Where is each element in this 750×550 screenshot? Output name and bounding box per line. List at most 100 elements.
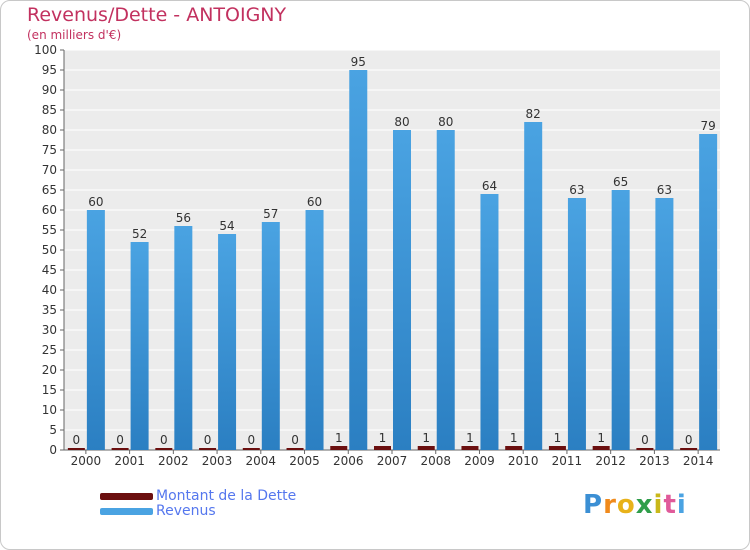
x-tick-label: 2013 xyxy=(639,454,670,468)
proxiti-logo: Proxiti xyxy=(583,490,687,520)
legend-label-revenue: Revenus xyxy=(156,503,216,519)
y-tick-label: 50 xyxy=(42,243,57,257)
revenue-bar xyxy=(218,234,237,450)
y-tick-label: 75 xyxy=(42,143,57,157)
x-tick-label: 2000 xyxy=(71,454,102,468)
debt-value-label: 0 xyxy=(116,433,124,447)
debt-value-label: 1 xyxy=(597,431,605,445)
chart-title: Revenus/Dette - ANTOIGNY xyxy=(27,4,287,26)
debt-bar xyxy=(461,446,479,450)
x-tick-label: 2003 xyxy=(202,454,233,468)
revenue-bar xyxy=(480,194,499,450)
debt-bar xyxy=(242,448,260,450)
debt-bar xyxy=(111,448,129,450)
revenue-value-label: 64 xyxy=(482,179,497,193)
revenue-value-label: 82 xyxy=(526,107,541,121)
y-tick-label: 40 xyxy=(42,283,57,297)
x-tick-label: 2004 xyxy=(246,454,277,468)
legend-label-debt: Montant de la Dette xyxy=(156,488,297,504)
y-tick-label: 65 xyxy=(42,183,57,197)
x-tick-label: 2009 xyxy=(464,454,495,468)
y-tick-label: 90 xyxy=(42,83,57,97)
y-tick-label: 80 xyxy=(42,123,57,137)
debt-bar xyxy=(680,448,698,450)
debt-bar xyxy=(286,448,304,450)
revenue-bar xyxy=(611,190,630,450)
debt-value-label: 0 xyxy=(160,433,168,447)
debt-bar xyxy=(374,446,391,450)
debt-bar xyxy=(155,448,173,450)
revenue-bar xyxy=(305,210,324,450)
debt-value-label: 1 xyxy=(422,431,430,445)
debt-bar xyxy=(199,448,217,450)
x-tick-label: 2012 xyxy=(595,454,626,468)
revenue-bar xyxy=(393,130,411,450)
logo-letter: i xyxy=(653,490,664,520)
revenue-value-label: 80 xyxy=(438,115,453,129)
revenue-value-label: 54 xyxy=(219,219,234,233)
logo-letter: P xyxy=(583,490,604,520)
debt-value-label: 0 xyxy=(73,433,81,447)
x-tick-label: 2014 xyxy=(683,454,714,468)
y-tick-label: 70 xyxy=(42,163,57,177)
revenue-value-label: 60 xyxy=(307,195,322,209)
debt-bar xyxy=(592,446,610,450)
logo-letter: t xyxy=(663,490,677,520)
debt-value-label: 1 xyxy=(335,431,343,445)
y-tick-label: 30 xyxy=(42,323,57,337)
y-tick-label: 60 xyxy=(42,203,57,217)
x-tick-label: 2005 xyxy=(289,454,320,468)
y-tick-label: 45 xyxy=(42,263,57,277)
revenue-bar xyxy=(699,134,718,450)
y-tick-label: 10 xyxy=(42,403,57,417)
y-tick-label: 35 xyxy=(42,303,57,317)
legend-swatch-debt xyxy=(100,492,153,500)
chart-subtitle: (en milliers d'€) xyxy=(27,28,122,42)
y-tick-label: 0 xyxy=(49,443,57,457)
revenue-value-label: 52 xyxy=(132,227,147,241)
debt-value-label: 0 xyxy=(247,433,255,447)
x-tick-label: 2001 xyxy=(114,454,145,468)
revenue-value-label: 63 xyxy=(657,183,672,197)
y-tick-label: 15 xyxy=(42,383,57,397)
revenue-value-label: 63 xyxy=(569,183,584,197)
debt-bar xyxy=(548,446,566,450)
revenue-value-label: 95 xyxy=(351,55,366,69)
debt-bar xyxy=(636,448,654,450)
debt-value-label: 0 xyxy=(291,433,299,447)
x-tick-label: 2008 xyxy=(420,454,451,468)
legend-item-revenue: Revenus xyxy=(100,503,216,519)
revenue-bar xyxy=(86,210,105,450)
y-tick-label: 95 xyxy=(42,63,57,77)
revenue-value-label: 60 xyxy=(88,195,103,209)
x-tick-label: 2010 xyxy=(508,454,539,468)
debt-bar xyxy=(505,446,523,450)
legend-item-debt: Montant de la Dette xyxy=(100,488,296,504)
revenue-bar xyxy=(349,70,368,450)
legend-swatch-revenue xyxy=(100,507,153,515)
x-tick-label: 2011 xyxy=(552,454,583,468)
y-tick-label: 100 xyxy=(34,43,57,57)
x-tick-label: 2002 xyxy=(158,454,189,468)
revenue-bar xyxy=(130,242,149,450)
debt-value-label: 0 xyxy=(204,433,212,447)
revenue-bar xyxy=(655,198,674,450)
y-tick-label: 5 xyxy=(49,423,57,437)
debt-bar xyxy=(330,446,348,450)
revenue-bar xyxy=(524,122,543,450)
revenue-value-label: 79 xyxy=(700,119,715,133)
y-tick-label: 85 xyxy=(42,103,57,117)
logo-letter: x xyxy=(635,490,654,520)
y-tick-label: 55 xyxy=(42,223,57,237)
logo-letter: i xyxy=(676,490,687,520)
revenue-bar xyxy=(567,198,586,450)
y-tick-label: 20 xyxy=(42,363,57,377)
x-tick-label: 2007 xyxy=(377,454,408,468)
x-tick-label: 2006 xyxy=(333,454,364,468)
logo-letter: r xyxy=(603,490,617,520)
revenue-value-label: 57 xyxy=(263,207,278,221)
logo-letter: o xyxy=(616,490,636,520)
debt-value-label: 1 xyxy=(510,431,518,445)
debt-value-label: 1 xyxy=(466,431,474,445)
